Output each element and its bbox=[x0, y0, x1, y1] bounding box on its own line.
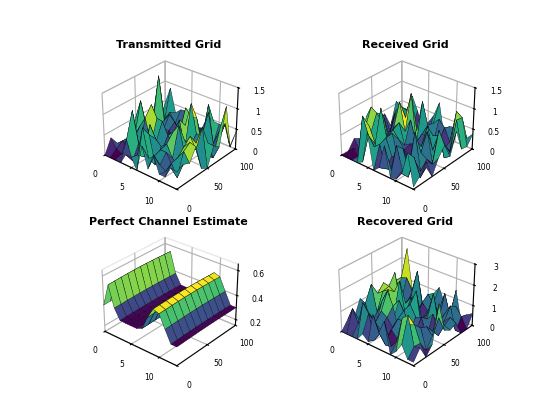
Title: Received Grid: Received Grid bbox=[362, 40, 449, 50]
Title: Recovered Grid: Recovered Grid bbox=[357, 217, 454, 227]
Title: Perfect Channel Estimate: Perfect Channel Estimate bbox=[89, 217, 248, 227]
Title: Transmitted Grid: Transmitted Grid bbox=[116, 40, 221, 50]
